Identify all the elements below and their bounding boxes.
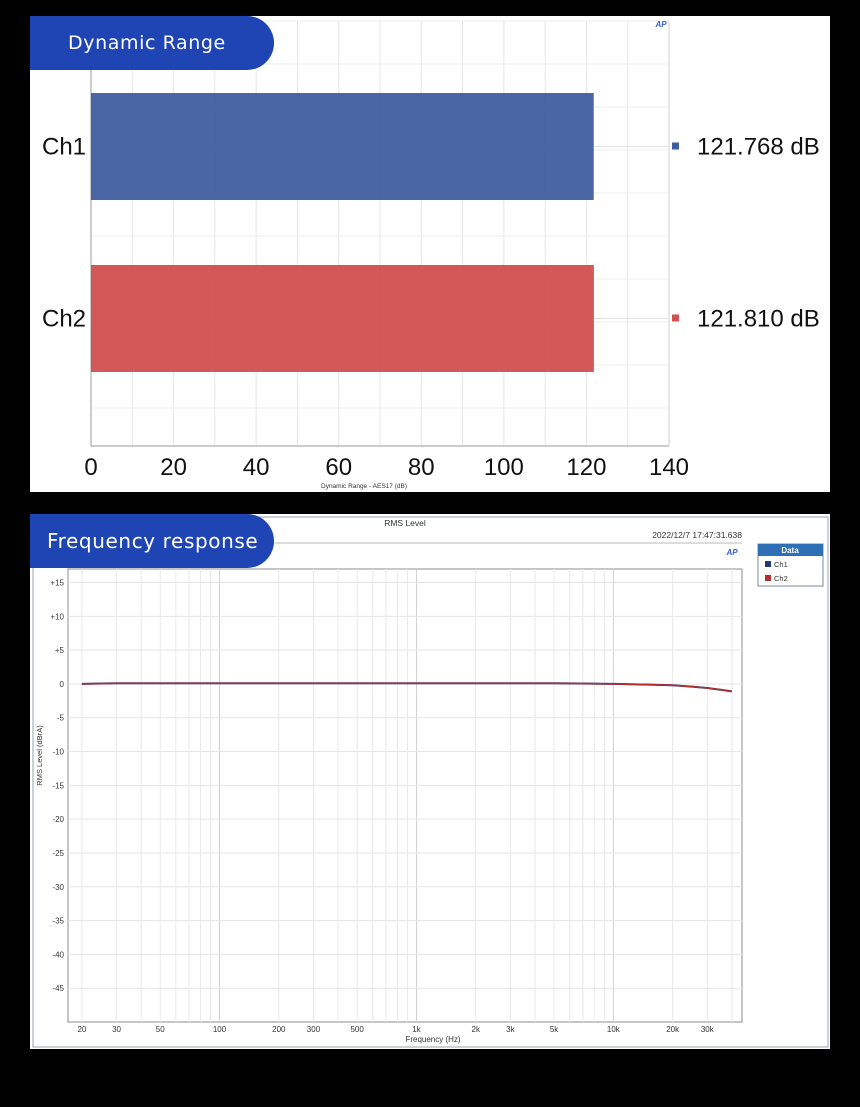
outer-frame xyxy=(32,516,829,1048)
x-tick-label: 30k xyxy=(701,1025,715,1034)
y-tick-label: -45 xyxy=(52,984,64,993)
legend-item-label: Ch2 xyxy=(774,574,788,583)
y-tick-label: -25 xyxy=(52,849,64,858)
value-label: 121.768 dB xyxy=(697,134,820,161)
x-axis-label: Frequency (Hz) xyxy=(405,1035,460,1044)
x-tick-label: 300 xyxy=(307,1025,321,1034)
frequency-response-chart: +15 +10 +5 0 -5 -10 -15 -20 -25 -30 -35 -40 -45 20 30 5… xyxy=(32,516,829,1048)
x-tick-label: 50 xyxy=(156,1025,165,1034)
x-tick-label: 2k xyxy=(472,1025,481,1034)
x-tick-label: 20 xyxy=(77,1025,86,1034)
x-tick-label: 80 xyxy=(408,454,435,481)
y-tick-label: -30 xyxy=(52,883,64,892)
legend-swatch xyxy=(765,561,771,567)
frequency-response-title: Frequency response xyxy=(30,514,274,568)
y-tick-label: -35 xyxy=(52,917,64,926)
ap-logo-icon: AP xyxy=(654,20,667,29)
x-tick-label: 500 xyxy=(350,1025,364,1034)
y-tick-label: -15 xyxy=(52,781,64,790)
y-tick-label: -40 xyxy=(52,950,64,959)
y-tick-label: -20 xyxy=(52,815,64,824)
x-tick-label: 100 xyxy=(213,1025,227,1034)
x-tick-label: 10k xyxy=(607,1025,621,1034)
bar-ch2 xyxy=(91,265,594,372)
x-tick-label: 100 xyxy=(484,454,524,481)
x-tick-label: 5k xyxy=(550,1025,559,1034)
y-tick-label: 0 xyxy=(60,680,65,689)
ap-logo-icon: AP xyxy=(725,548,738,557)
bar-ch1 xyxy=(91,93,594,200)
y-axis-label: RMS Level (dBrA) xyxy=(35,725,44,786)
frequency-response-panel: +15 +10 +5 0 -5 -10 -15 -20 -25 -30 -35 -40 -45 20 30 5… xyxy=(30,514,830,1049)
y-tick-label: -10 xyxy=(52,748,64,757)
value-label: 121.810 dB xyxy=(697,306,820,333)
legend-swatch xyxy=(765,575,771,581)
chart-title: RMS Level xyxy=(384,518,426,528)
legend-marker xyxy=(672,142,679,150)
dynamic-range-title: Dynamic Range xyxy=(30,16,274,70)
plot-frame xyxy=(67,568,743,1023)
legend-marker xyxy=(672,314,679,322)
legend-item-label: Ch1 xyxy=(774,560,788,569)
y-tick-label: +5 xyxy=(55,646,65,655)
x-tick-label: 3k xyxy=(506,1025,515,1034)
x-tick-label: 60 xyxy=(325,454,352,481)
timestamp: 2022/12/7 17:47:31.638 xyxy=(652,530,742,540)
x-tick-label: 120 xyxy=(566,454,606,481)
category-label: Ch2 xyxy=(42,306,86,333)
x-tick-label: 30 xyxy=(112,1025,121,1034)
x-tick-label: 140 xyxy=(649,454,689,481)
y-tick-label: +10 xyxy=(50,612,64,621)
x-axis-label: Dynamic Range - AES17 (dB) xyxy=(321,483,407,490)
legend-header xyxy=(758,544,823,556)
series-line-ch2 xyxy=(81,682,733,693)
y-tick-label: +15 xyxy=(50,579,64,588)
category-label: Ch1 xyxy=(42,134,86,161)
dynamic-range-panel: 0 20 40 60 80 100 120 140 Dynamic Range - AES17 … xyxy=(30,16,830,492)
x-tick-label: 0 xyxy=(84,454,97,481)
x-tick-label: 40 xyxy=(243,454,270,481)
y-tick-label: -5 xyxy=(57,714,65,723)
x-tick-label: 20 xyxy=(160,454,187,481)
x-tick-label: 20k xyxy=(666,1025,680,1034)
x-tick-label: 200 xyxy=(272,1025,286,1034)
legend-title: Data xyxy=(781,546,799,555)
x-tick-label: 1k xyxy=(412,1025,421,1034)
dynamic-range-chart: 0 20 40 60 80 100 120 140 Dynamic Range - AES17 … xyxy=(42,20,820,490)
